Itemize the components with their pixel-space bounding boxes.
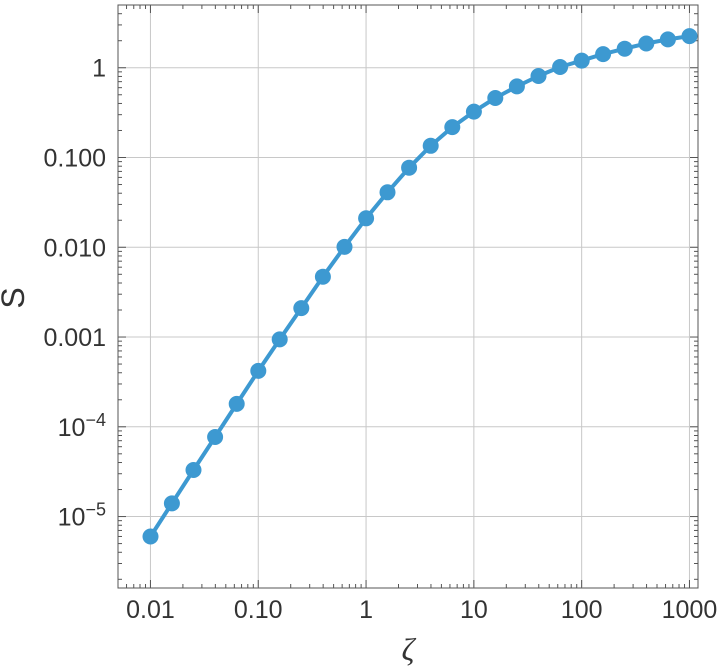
data-point xyxy=(638,35,655,52)
data-point xyxy=(207,429,224,445)
y-tick-label: 1 xyxy=(92,55,106,83)
data-point xyxy=(595,46,612,63)
y-tick-label: 10−5 xyxy=(58,500,106,532)
x-tick-label: 0.01 xyxy=(126,596,175,624)
y-tick-label: 0.100 xyxy=(43,145,106,173)
data-point xyxy=(487,90,504,106)
grid xyxy=(118,5,698,588)
y-axis-label: S xyxy=(0,287,31,308)
data-point xyxy=(185,462,202,478)
data-point xyxy=(228,395,245,412)
series xyxy=(142,28,698,545)
data-point xyxy=(465,103,482,120)
data-point xyxy=(358,210,375,227)
data-point xyxy=(142,528,159,545)
data-point xyxy=(508,78,525,95)
y-tick-label: 0.001 xyxy=(43,324,106,352)
x-tick-label: 1 xyxy=(359,596,373,624)
data-point xyxy=(379,184,396,201)
data-point xyxy=(422,137,439,154)
data-point xyxy=(271,331,288,348)
data-point xyxy=(552,59,569,75)
series-line xyxy=(148,34,690,538)
y-tick-labels: 10−5 10−4 0.001 0.010 0.100 1 xyxy=(43,55,106,532)
data-point xyxy=(401,159,418,176)
x-tick-label: 10 xyxy=(460,596,488,624)
data-point xyxy=(616,40,633,57)
x-tick-labels: 0.01 0.10 1 10 100 1000 xyxy=(126,596,717,624)
data-point xyxy=(681,28,698,45)
data-point xyxy=(444,119,461,136)
x-axis-label: ζ xyxy=(402,631,417,667)
data-point xyxy=(659,31,676,48)
data-point xyxy=(530,68,547,84)
x-tick-label: 100 xyxy=(561,596,603,624)
data-point xyxy=(314,268,331,285)
y-tick-label: 10−4 xyxy=(58,410,106,442)
data-point xyxy=(250,362,267,379)
x-tick-label: 1000 xyxy=(662,596,718,624)
data-point xyxy=(573,52,590,69)
plot-frame xyxy=(117,4,699,589)
data-point xyxy=(163,495,180,512)
minor-ticks xyxy=(117,4,698,588)
y-tick-label: 0.010 xyxy=(43,234,106,262)
data-point xyxy=(293,300,310,317)
data-point xyxy=(336,238,353,255)
x-tick-label: 0.10 xyxy=(234,596,283,624)
